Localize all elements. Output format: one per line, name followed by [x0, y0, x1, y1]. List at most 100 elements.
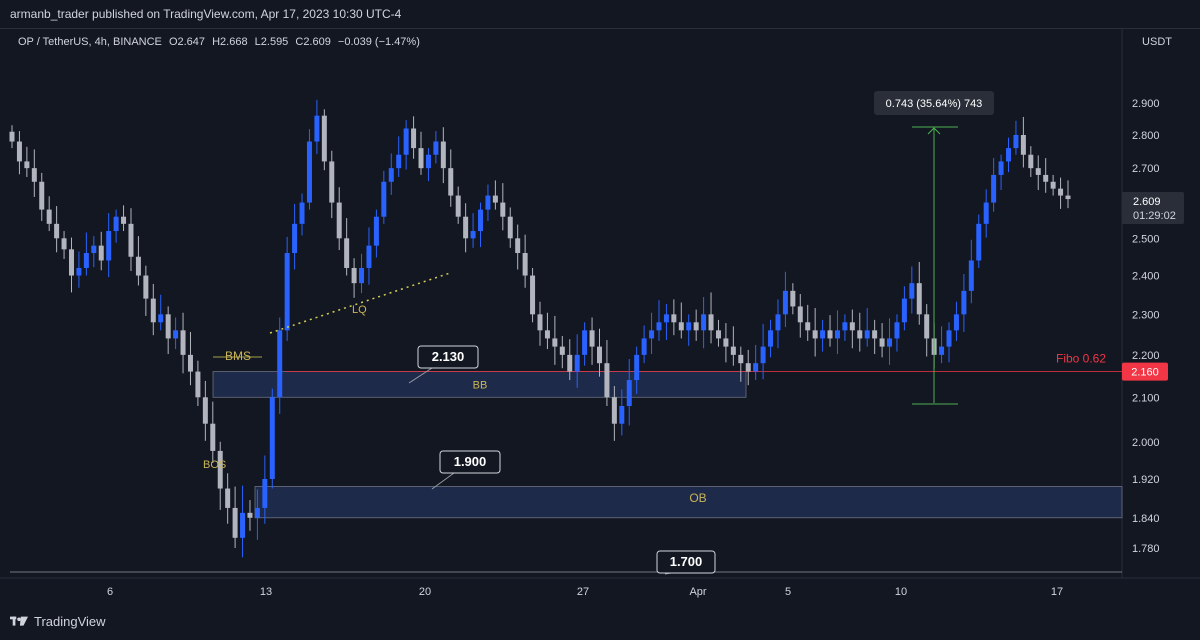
candle-body	[411, 128, 417, 149]
candle-body	[834, 330, 840, 339]
x-tick-label: 6	[107, 586, 113, 598]
candle-body	[232, 507, 238, 538]
candle-body	[91, 245, 97, 254]
candle-body	[9, 131, 15, 142]
candle-body	[61, 238, 67, 250]
candle-body	[121, 216, 127, 224]
candle-body	[745, 363, 751, 372]
high-value: H2.668	[212, 36, 248, 48]
candle-body	[998, 161, 1004, 175]
candle-body	[433, 141, 439, 155]
candle-body	[656, 322, 662, 331]
candle-body	[195, 371, 201, 398]
candle-body	[1035, 168, 1041, 175]
candle-body	[292, 223, 298, 254]
candle-body	[626, 380, 632, 406]
candle-body	[768, 330, 774, 347]
candle-body	[976, 223, 982, 261]
price-chart[interactable]: 2.9002.8002.7002.6002.5002.4002.3002.200…	[0, 0, 1200, 606]
candle-body	[589, 330, 595, 347]
candle-body	[284, 253, 290, 331]
candle-body	[500, 202, 506, 217]
candle-body	[128, 223, 134, 257]
candle-body	[991, 174, 997, 203]
bb-zone[interactable]	[212, 371, 747, 398]
candle-body	[76, 267, 82, 276]
candle-body	[582, 330, 588, 355]
candle-body	[1006, 148, 1012, 162]
candle-body	[187, 354, 193, 372]
callout-1900-box[interactable]	[439, 450, 501, 474]
change-value: −0.039 (−1.47%)	[337, 36, 420, 48]
candle-body	[887, 338, 893, 347]
y-tick-label: 2.500	[1132, 233, 1160, 245]
candle-body	[619, 405, 625, 424]
candle-body	[306, 141, 312, 203]
candle-body	[574, 354, 580, 372]
candle-body	[158, 314, 164, 323]
candle-body	[247, 512, 253, 518]
fibo-price-tag	[1122, 362, 1168, 381]
candle-body	[901, 298, 907, 323]
candle-body	[1050, 181, 1056, 189]
candle-body	[403, 128, 409, 155]
candle-body	[448, 168, 454, 196]
candle-body	[299, 202, 305, 224]
candle-body	[418, 148, 424, 169]
candle-body	[537, 314, 543, 331]
candle-body	[54, 223, 60, 239]
candle-body	[225, 488, 231, 508]
candle-body	[961, 290, 967, 315]
tradingview-logo[interactable]: TradingView	[10, 614, 106, 629]
y-tick-label: 2.200	[1132, 350, 1160, 362]
countdown-text: 01:29:02	[1133, 210, 1176, 222]
x-tick-label: 10	[895, 586, 907, 598]
callout-2130-box[interactable]	[417, 345, 479, 369]
candle-body	[552, 338, 558, 347]
publisher-info: armanb_trader published on TradingView.c…	[10, 7, 402, 21]
candle-body	[68, 249, 74, 276]
candle-body	[425, 154, 431, 169]
y-tick-label: 1.920	[1132, 474, 1160, 486]
candle-body	[983, 202, 989, 224]
candle-body	[478, 209, 484, 232]
candle-body	[359, 267, 365, 284]
lq-line[interactable]	[269, 272, 451, 334]
candle-body	[663, 314, 669, 323]
measure-label-box	[874, 91, 994, 115]
symbol-name[interactable]: OP / TetherUS, 4h, BINANCE	[18, 36, 162, 48]
candle-body	[135, 256, 141, 276]
y-tick-label: 2.800	[1132, 130, 1160, 142]
candle-body	[1058, 188, 1064, 196]
candle-body	[708, 314, 714, 331]
candle-body	[173, 330, 179, 339]
callout-1700-box[interactable]	[656, 550, 716, 574]
candle-body	[634, 354, 640, 381]
candle-body	[344, 238, 350, 268]
candle-body	[507, 216, 513, 239]
candle-body	[693, 322, 699, 331]
candle-body	[381, 181, 387, 217]
callout-1700-text: 1.700	[670, 554, 703, 569]
callout-1900-text: 1.900	[454, 454, 487, 469]
candle-body	[98, 245, 104, 261]
candle-body	[782, 290, 788, 315]
bms-label: BMS	[225, 349, 251, 363]
candle-body	[202, 397, 208, 424]
candle-body	[827, 330, 833, 339]
candle-body	[715, 330, 721, 339]
candle-body	[440, 141, 446, 169]
candle-body	[946, 330, 952, 347]
top-bar: armanb_trader published on TradingView.c…	[0, 0, 1200, 28]
low-value: L2.595	[254, 36, 289, 48]
bos-label: BOS	[203, 459, 226, 471]
callout-2130-pointer	[408, 367, 433, 384]
candle-body	[46, 209, 52, 224]
candle-body	[24, 161, 30, 169]
footer	[0, 606, 1200, 640]
candle-body	[106, 231, 112, 261]
ob-zone[interactable]	[254, 486, 1123, 519]
candle-body	[277, 330, 283, 398]
candle-body	[210, 423, 216, 451]
last-price-text: 2.609	[1133, 196, 1161, 208]
